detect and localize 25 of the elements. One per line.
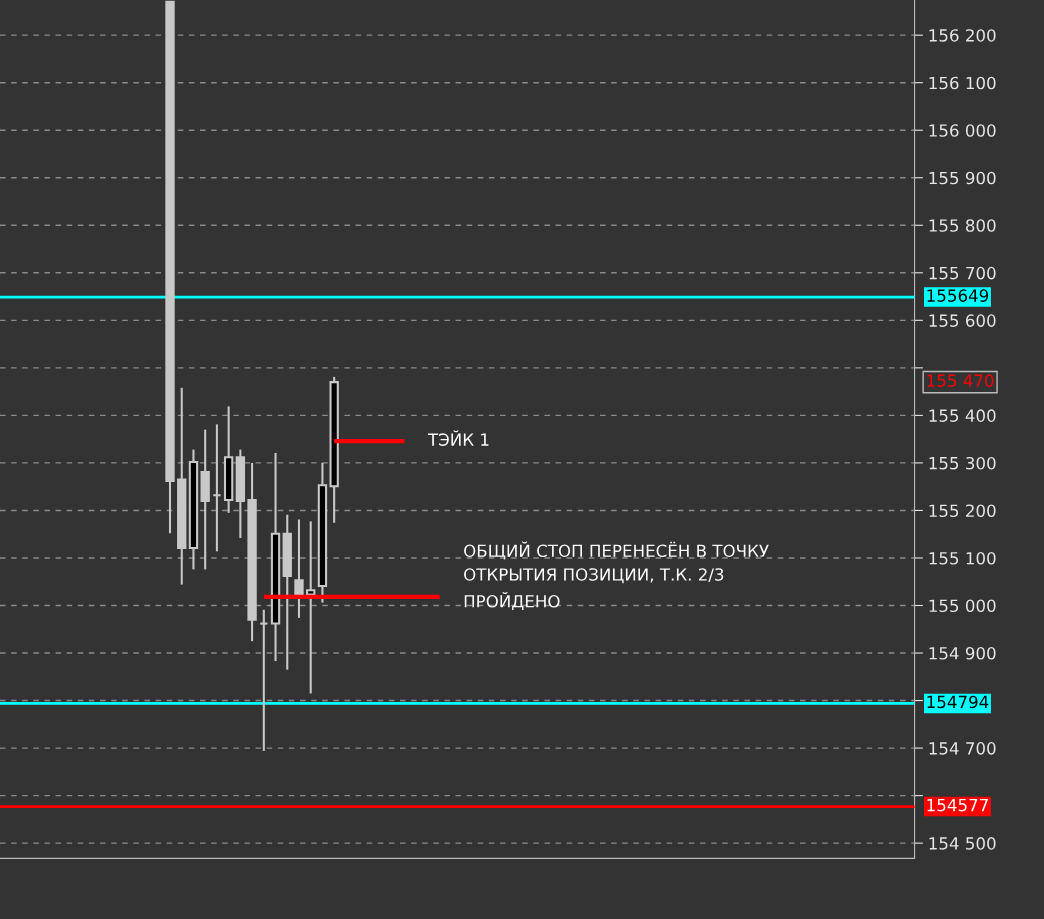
y-tick-label: 154 700	[929, 742, 996, 755]
ref-line-label: 154794	[927, 695, 989, 709]
candlestick	[294, 518, 304, 619]
annotation: ОБЩИЙ СТОП ПЕРЕНЕСЁН В ТОЧКУ ОТКРЫТИЯ ПОЗИЦИИ, Т.К. 2/3 ПРОЙДЕНО	[464, 541, 769, 610]
candlestick	[259, 608, 269, 752]
y-tick-label: 155 900	[929, 171, 996, 185]
y-tick-label: 155 600	[929, 314, 996, 327]
y-tick-label: 155 000	[929, 599, 996, 613]
ref-line-label: 155649	[927, 289, 989, 302]
text: 155 470	[927, 374, 994, 387]
candlestick	[212, 423, 222, 553]
ref-line-label: 154577	[927, 798, 988, 812]
y-tick-label: 155 200	[929, 504, 996, 518]
y-tick-label: 155 400	[929, 409, 996, 422]
candlestick	[306, 520, 316, 695]
y-tick-label: 154 500	[929, 837, 996, 850]
y-tick-label: 155 300	[929, 456, 996, 470]
annotation: ТЭЙК 1	[427, 430, 489, 446]
y-tick-label: 154 900	[929, 646, 996, 660]
y-tick-label: 155 700	[929, 266, 996, 280]
y-tick-label: 156 200	[929, 29, 996, 42]
y-tick-label: 155 800	[929, 219, 996, 232]
y-tick-label: 156 000	[929, 124, 996, 137]
y-tick-label: 156 100	[929, 76, 996, 90]
y-tick-label: 155 100	[929, 551, 996, 565]
